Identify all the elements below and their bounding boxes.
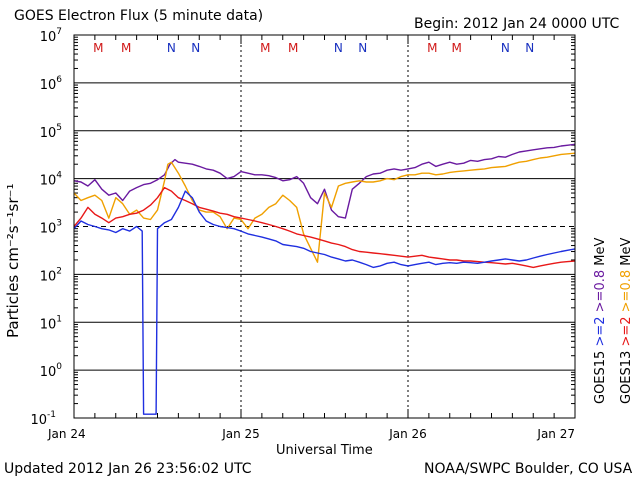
series-line-goes13_2mev <box>73 186 576 269</box>
marker-N: N <box>191 41 200 55</box>
marker-M: M <box>452 41 462 55</box>
y-tick-label: 101 <box>40 314 62 332</box>
x-tick-label: Jan 24 <box>47 427 86 441</box>
marker-M: M <box>121 41 131 55</box>
x-tick-label: Jan 27 <box>536 427 575 441</box>
marker-N: N <box>358 41 367 55</box>
y-tick-label: 106 <box>40 75 63 93</box>
y-tick-label: 10-1 <box>30 410 56 428</box>
marker-M: M <box>427 41 437 55</box>
y-tick-label: 100 <box>40 362 63 380</box>
begin-timestamp: Begin: 2012 Jan 24 0000 UTC <box>414 16 620 32</box>
y-tick-label: 107 <box>40 27 62 45</box>
legend-goes13: GOES13 >=2 >=0.8 MeV <box>619 238 634 404</box>
credit-text: NOAA/SWPC Boulder, CO USA <box>424 461 633 477</box>
marker-N: N <box>525 41 534 55</box>
plot-frame <box>73 34 576 419</box>
updated-timestamp: Updated 2012 Jan 26 23:56:02 UTC <box>4 461 252 477</box>
marker-N: N <box>501 41 510 55</box>
marker-M: M <box>288 41 298 55</box>
y-tick-label: 103 <box>40 219 62 237</box>
marker-M: M <box>93 41 103 55</box>
chart-title: GOES Electron Flux (5 minute data) <box>14 8 264 24</box>
x-axis-label: Universal Time <box>276 443 373 458</box>
x-tick-label: Jan 26 <box>388 427 427 441</box>
y-tick-label: 105 <box>40 123 62 141</box>
marker-N: N <box>334 41 343 55</box>
series-line-goes15_2mev <box>73 190 576 415</box>
series-line-goes13_08mev <box>73 152 576 263</box>
marker-N: N <box>167 41 176 55</box>
x-tick-label: Jan 25 <box>221 427 260 441</box>
y-tick-label: 104 <box>40 171 63 189</box>
marker-M: M <box>260 41 270 55</box>
legend-goes15: GOES15 >=2 >=0.8 MeV <box>593 238 608 404</box>
series-line-goes15_08mev <box>73 143 576 219</box>
y-tick-label: 102 <box>40 266 62 284</box>
